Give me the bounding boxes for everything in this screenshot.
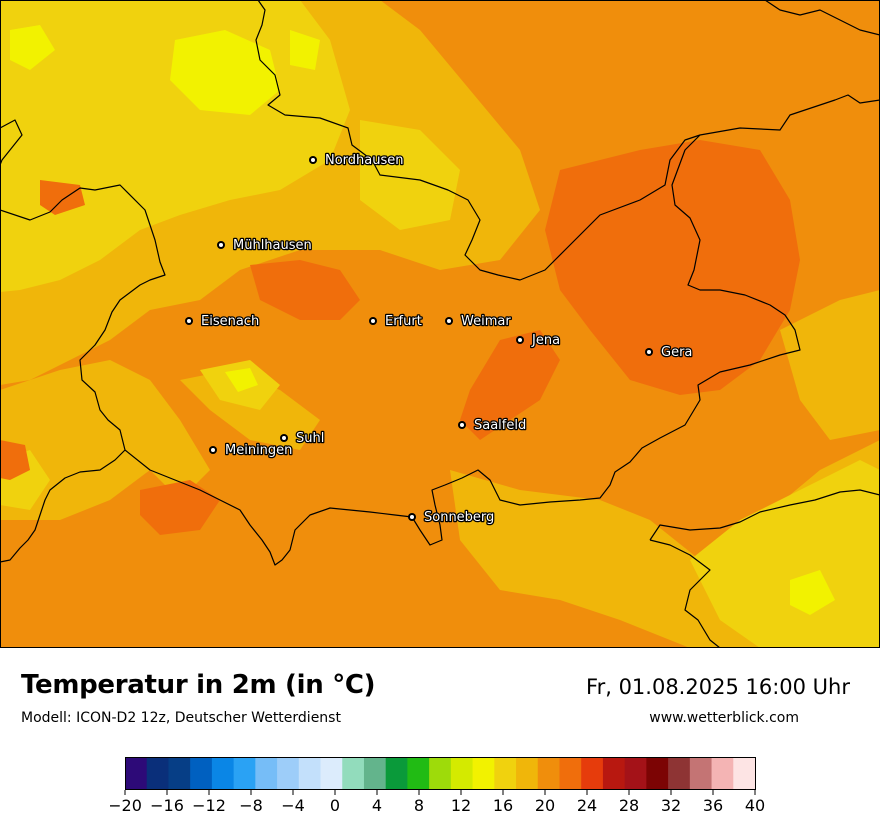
city-label-nordhausen: Nordhausen: [325, 153, 404, 168]
color-legend-swatch: [277, 757, 300, 790]
city-marker-weimar[interactable]: Weimar: [445, 313, 513, 330]
color-legend-swatch: [581, 757, 604, 790]
city-label-meiningen: Meiningen: [225, 443, 292, 458]
temperature-zone-18: [10, 25, 835, 615]
color-legend-tick-label: 32: [661, 796, 681, 815]
state-borders: [0, 0, 880, 648]
color-legend-swatch: [472, 757, 495, 790]
color-legend-swatch: [429, 757, 452, 790]
color-legend-tick-label: 12: [451, 796, 471, 815]
city-label-erfurt: Erfurt: [385, 314, 422, 329]
color-legend-swatch: [559, 757, 582, 790]
city-label-suhl: Suhl: [296, 431, 324, 446]
color-legend-tick-label: −16: [150, 796, 184, 815]
color-legend-swatch: [125, 757, 148, 790]
color-legend-swatches: [125, 757, 756, 790]
color-legend-tick-label: −4: [281, 796, 305, 815]
website-link[interactable]: www.wetterblick.com: [649, 710, 799, 726]
color-legend-tick-label: 16: [493, 796, 513, 815]
color-legend: −20 −16 −12 −8 −4 0 4 8 12 16 20 24 28 32 36 40: [110, 757, 765, 815]
city-markers: Nordhausen Mühlhausen Eisenach Erfurt We…: [185, 152, 694, 526]
city-marker-eisenach[interactable]: Eisenach: [185, 313, 261, 330]
color-legend-swatch: [320, 757, 343, 790]
color-legend-swatch: [689, 757, 713, 790]
color-legend-swatch: [711, 757, 734, 790]
city-marker-suhl[interactable]: Suhl: [280, 430, 326, 447]
color-legend-swatch: [385, 757, 409, 790]
temperature-map: Nordhausen Mühlhausen Eisenach Erfurt We…: [0, 0, 880, 648]
city-label-jena: Jena: [531, 333, 560, 348]
color-legend-swatch: [211, 757, 235, 790]
color-legend-tick-label: −8: [239, 796, 263, 815]
color-legend-swatch: [537, 757, 561, 790]
color-legend-tick-label: 4: [372, 796, 382, 815]
color-legend-swatch: [407, 757, 430, 790]
city-marker-nordhausen[interactable]: Nordhausen: [309, 152, 405, 169]
color-legend-tick-label: 40: [745, 796, 765, 815]
color-legend-ticks: −20 −16 −12 −8 −4 0 4 8 12 16 20 24 28 32 36 40: [110, 790, 765, 815]
color-legend-swatch: [450, 757, 474, 790]
model-info: Modell: ICON-D2 12z, Deutscher Wetterdie…: [21, 710, 341, 726]
color-legend-swatch: [602, 757, 626, 790]
color-legend-swatch: [494, 757, 517, 790]
temperature-zone-26: [0, 140, 800, 535]
color-legend-tick-label: 20: [535, 796, 555, 815]
city-label-weimar: Weimar: [461, 314, 511, 329]
city-label-eisenach: Eisenach: [201, 314, 259, 329]
color-legend-tick-label: −20: [110, 796, 142, 815]
color-legend-tick-label: 36: [703, 796, 723, 815]
city-marker-erfurt[interactable]: Erfurt: [369, 313, 423, 330]
color-legend-swatch: [646, 757, 669, 790]
color-legend-swatch: [298, 757, 322, 790]
color-legend-swatch: [624, 757, 647, 790]
color-legend-swatch: [190, 757, 213, 790]
color-legend-swatch: [516, 757, 539, 790]
city-marker-saalfeld[interactable]: Saalfeld: [458, 417, 528, 434]
color-legend-tick-label: −12: [192, 796, 226, 815]
city-marker-meiningen[interactable]: Meiningen: [209, 442, 294, 459]
forecast-datetime: Fr, 01.08.2025 16:00 Uhr: [586, 675, 850, 699]
color-legend-swatch: [168, 757, 191, 790]
color-legend-swatch: [668, 757, 691, 790]
color-legend-swatch: [233, 757, 256, 790]
city-marker-sonneberg[interactable]: Sonneberg: [408, 509, 496, 526]
city-marker-jena[interactable]: Jena: [516, 332, 561, 349]
color-legend-swatch: [146, 757, 170, 790]
color-legend-swatch: [255, 757, 278, 790]
color-legend-tick-label: 28: [619, 796, 639, 815]
city-marker-gera[interactable]: Gera: [645, 344, 694, 361]
city-label-saalfeld: Saalfeld: [474, 418, 526, 433]
color-legend-frame: [125, 757, 756, 790]
color-legend-swatch: [363, 757, 387, 790]
city-label-muehlhausen: Mühlhausen: [233, 238, 312, 253]
city-label-sonneberg: Sonneberg: [424, 510, 494, 525]
map-title: Temperatur in 2m (in °C): [21, 670, 376, 700]
city-marker-muehlhausen[interactable]: Mühlhausen: [217, 237, 313, 254]
color-legend-swatch: [342, 757, 365, 790]
color-legend-tick-label: 24: [577, 796, 597, 815]
color-legend-tick-label: 8: [414, 796, 424, 815]
city-label-gera: Gera: [661, 345, 692, 360]
color-legend-tick-label: 0: [330, 796, 340, 815]
color-legend-swatch: [733, 757, 756, 790]
